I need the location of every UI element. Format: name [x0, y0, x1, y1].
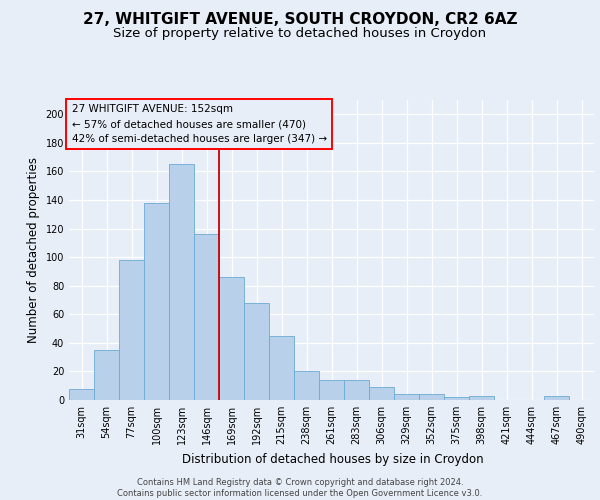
- Bar: [394, 394, 419, 400]
- Bar: [194, 234, 219, 400]
- Text: Size of property relative to detached houses in Croydon: Size of property relative to detached ho…: [113, 28, 487, 40]
- Bar: [344, 380, 369, 400]
- Bar: [244, 303, 269, 400]
- Bar: [369, 387, 394, 400]
- Text: 27, WHITGIFT AVENUE, SOUTH CROYDON, CR2 6AZ: 27, WHITGIFT AVENUE, SOUTH CROYDON, CR2 …: [83, 12, 517, 28]
- Text: Distribution of detached houses by size in Croydon: Distribution of detached houses by size …: [182, 452, 484, 466]
- Bar: [469, 396, 494, 400]
- Bar: [119, 260, 144, 400]
- Text: Contains HM Land Registry data © Crown copyright and database right 2024.
Contai: Contains HM Land Registry data © Crown c…: [118, 478, 482, 498]
- Bar: [444, 397, 469, 400]
- Bar: [419, 394, 444, 400]
- Bar: [144, 203, 169, 400]
- Text: 27 WHITGIFT AVENUE: 152sqm
← 57% of detached houses are smaller (470)
42% of sem: 27 WHITGIFT AVENUE: 152sqm ← 57% of deta…: [71, 104, 327, 144]
- Bar: [219, 277, 244, 400]
- Bar: [544, 396, 569, 400]
- Bar: [294, 372, 319, 400]
- Y-axis label: Number of detached properties: Number of detached properties: [27, 157, 40, 343]
- Bar: [169, 164, 194, 400]
- Bar: [269, 336, 294, 400]
- Bar: [319, 380, 344, 400]
- Bar: [94, 350, 119, 400]
- Bar: [69, 388, 94, 400]
